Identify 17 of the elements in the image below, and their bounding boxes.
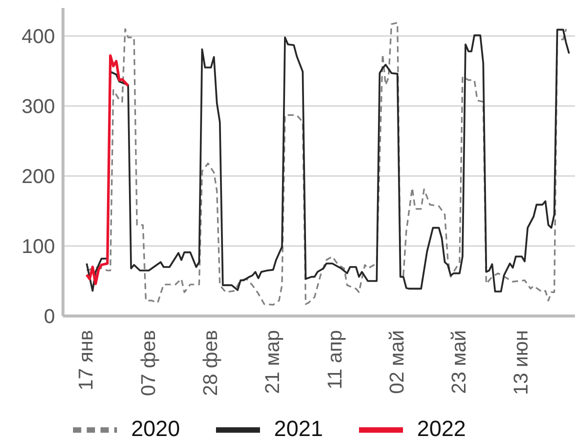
y-tick-label: 300 [22,96,55,118]
x-tick-label: 23 май [448,330,471,394]
y-tick-label: 200 [22,166,55,188]
legend-label: 2020 [131,416,180,441]
x-tick-label: 02 май [386,330,408,394]
x-tick-label: 13 июн [510,330,533,396]
y-tick-label: 0 [44,306,55,328]
legend-label: 2022 [416,416,466,441]
x-tick-label: 28 фев [200,330,222,396]
y-tick-label: 400 [22,26,55,48]
x-tick-label: 11 апр [324,330,346,390]
x-tick-label: 17 янв [76,330,98,390]
legend-label: 2021 [274,416,323,441]
x-tick-label: 21 мар [262,330,284,394]
line-series [85,54,130,286]
y-tick-label: 100 [22,236,55,258]
x-tick-label: 07 фев [138,330,160,396]
